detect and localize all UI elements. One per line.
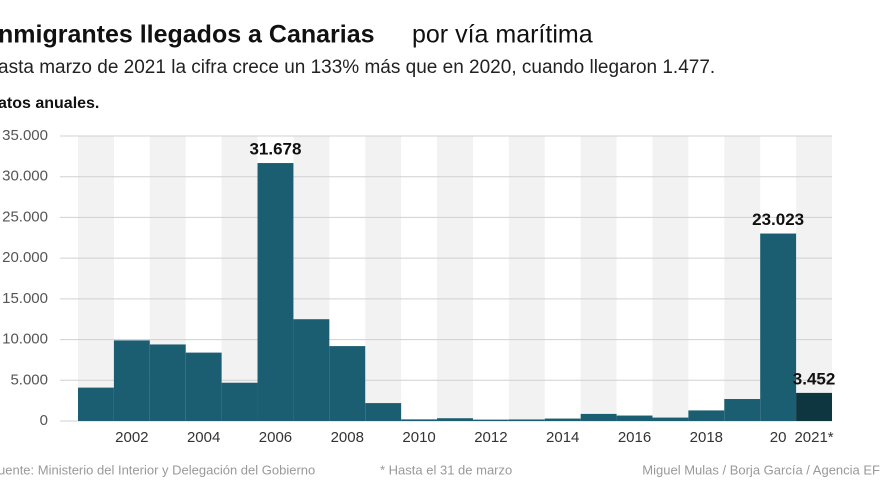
source: uente: Ministerio del Interior y Delegac… [0,462,315,477]
x-tick-label: 2012 [474,429,507,446]
stripe [437,136,473,421]
bar [472,419,509,421]
value-label: 3.452 [793,369,836,388]
y-tick-label: 20.000 [2,249,48,266]
x-tick-label: 20 [770,429,787,446]
stripe [78,136,114,421]
y-tick-label: 25.000 [2,208,48,225]
x-tick-label: 2002 [115,429,148,446]
x-tick-label: 2006 [259,429,292,446]
y-tick-label: 35.000 [2,127,48,144]
bar [724,399,761,421]
value-label: 23.023 [752,210,804,229]
stripe [580,136,617,421]
stripe [652,136,689,421]
stripe [365,136,402,421]
bar [221,382,258,421]
x-tick-label: 2004 [187,429,220,446]
bar [257,163,294,421]
subtitle: asta marzo de 2021 la cifra crece un 133… [0,57,715,78]
bar [437,418,473,421]
bar [78,387,114,421]
x-tick-label: 2018 [690,429,723,446]
stripe [508,136,545,421]
x-tick-label: 2016 [618,429,651,446]
value-label: 31.678 [249,140,301,159]
y-tick-label: 30.000 [2,168,48,185]
bar [329,346,366,421]
bar [580,413,617,421]
y-tick-label: 15.000 [2,290,48,307]
bar [508,419,545,421]
chart-title: nmigrantes llegados a Canarias [0,21,375,49]
x-tick-label: 2021* [794,429,833,446]
footnote: * Hasta el 31 de marzo [380,462,512,477]
bar [185,352,222,421]
axis-note: atos anuales. [0,95,99,112]
y-tick-label: 0 [40,412,48,429]
bar [113,340,150,421]
bar [688,410,725,421]
bar [544,418,581,421]
chart-title-rest: por vía marítima [412,21,593,49]
y-tick-label: 5.000 [10,371,48,388]
bar [401,419,438,421]
bar [616,415,653,421]
bar [760,233,797,421]
x-tick-label: 2014 [546,429,579,446]
bar [149,344,186,421]
stripe [796,136,832,421]
stripe [724,136,761,421]
x-tick-label: 2010 [402,429,435,446]
stripe [221,136,258,421]
bar [652,417,689,421]
y-tick-label: 10.000 [2,331,48,348]
bar [796,392,832,421]
bar [365,403,402,421]
x-tick-label: 2008 [331,429,364,446]
credit: Miguel Mulas / Borja García / Agencia EF [642,462,880,477]
bar [293,319,330,421]
